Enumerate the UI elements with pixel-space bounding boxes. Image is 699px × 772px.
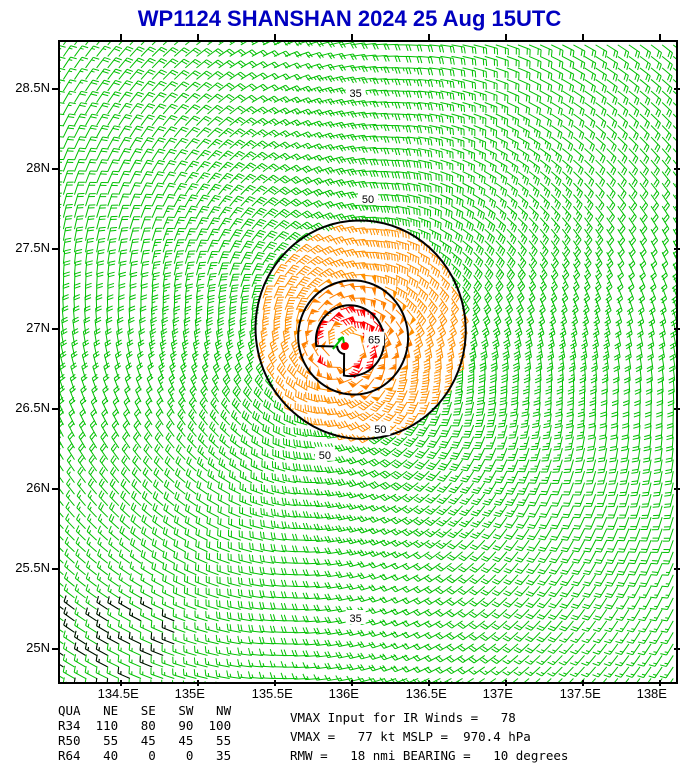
y-tick-label: 28N [26,160,50,175]
footer-header: QUA NE SE SW NW [58,704,231,718]
y-tick-label: 25.5N [15,560,50,575]
x-tick-label: 137.5E [560,686,601,701]
y-tick-label: 26.5N [15,400,50,415]
footer-vmax-ir: VMAX Input for IR Winds = 78 [290,711,516,725]
x-tick-label: 137E [483,686,513,701]
x-tick-label: 135.5E [252,686,293,701]
plot-area: 353550505065 [58,40,678,684]
x-tick-label: 134.5E [98,686,139,701]
plot-svg: 353550505065 [60,42,676,682]
footer-r50: R50 55 45 45 55 [58,734,231,748]
footer-r64: R64 40 0 0 35 [58,749,231,763]
x-tick-label: 136E [329,686,359,701]
y-tick-label: 27N [26,320,50,335]
y-tick-label: 25N [26,640,50,655]
footer-vmax: VMAX = 77 kt MSLP = 970.4 hPa [290,730,531,744]
x-tick-label: 135E [175,686,205,701]
y-tick-label: 26N [26,480,50,495]
x-tick-label: 136.5E [406,686,447,701]
chart-title: WP1124 SHANSHAN 2024 25 Aug 15UTC [0,6,699,32]
y-tick-label: 28.5N [15,80,50,95]
y-tick-label: 27.5N [15,240,50,255]
footer-r34: R34 110 80 90 100 [58,719,231,733]
footer-rmw: RMW = 18 nmi BEARING = 10 degrees [290,749,568,763]
x-tick-label: 138E [637,686,667,701]
